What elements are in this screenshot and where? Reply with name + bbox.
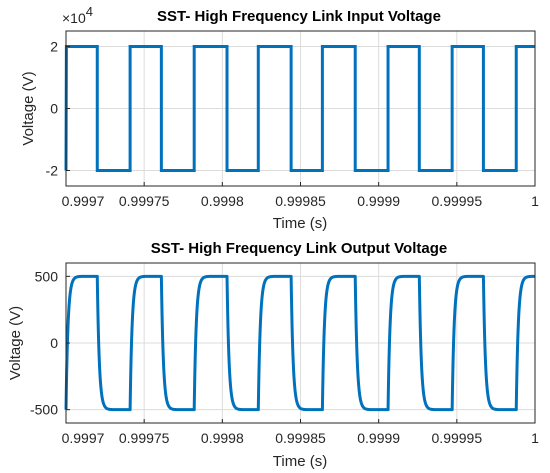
input-y-tick-label: 2: [50, 39, 58, 55]
input-x-tick-label: 0.9997: [62, 193, 105, 209]
input-x-tick-label: 0.99975: [119, 193, 170, 209]
input-x-tick-labels: 0.9997 0.99975 0.9998 0.99985 0.9999 0.99995 1: [62, 182, 539, 209]
output-x-tick-label: 0.99985: [275, 430, 326, 446]
output-y-tick-label: 500: [35, 268, 59, 284]
output-x-tick-label: 1: [531, 430, 539, 446]
input-y-exponent-label: ×104: [62, 4, 93, 26]
input-x-tick-label: 0.99985: [275, 193, 326, 209]
input-x-tick-label: 1: [531, 193, 539, 209]
input-x-axis-label: Time (s): [273, 215, 327, 232]
output-chart-title: SST- High Frequency Link Output Voltage: [151, 240, 447, 257]
input-y-tick-label: -2: [46, 163, 59, 179]
input-x-tick-label: 0.99995: [432, 193, 483, 209]
output-y-tick-label: -500: [30, 402, 58, 418]
input-x-tick-label: 0.9999: [357, 193, 400, 209]
input-voltage-series-line: [64, 45, 535, 172]
output-voltage-chart: SST- High Frequency Link Output Voltage …: [7, 240, 539, 470]
input-voltage-chart: SST- High Frequency Link Input Voltage 0…: [20, 4, 539, 232]
input-y-tick-label: 0: [50, 101, 58, 117]
input-y-tick-labels: -2 0 2: [46, 39, 70, 179]
output-y-axis-label: Voltage (V): [7, 306, 24, 380]
input-x-tick-label: 0.9998: [201, 193, 244, 209]
input-chart-title: SST- High Frequency Link Input Voltage: [157, 8, 441, 25]
output-x-tick-label: 0.99995: [432, 430, 483, 446]
output-voltage-series-line: [64, 274, 537, 412]
output-x-tick-label: 0.9999: [357, 430, 400, 446]
output-x-tick-label: 0.9997: [62, 430, 105, 446]
output-x-tick-label: 0.99975: [119, 430, 170, 446]
output-y-tick-labels: -500 0 500: [30, 268, 70, 418]
output-y-tick-label: 0: [50, 335, 58, 351]
output-x-axis-label: Time (s): [273, 453, 327, 470]
input-y-axis-label: Voltage (V): [20, 71, 37, 145]
input-y-exponent-base: ×10: [62, 10, 86, 26]
output-x-tick-labels: 0.9997 0.99975 0.9998 0.99985 0.9999 0.99995 1: [62, 419, 539, 446]
output-x-tick-label: 0.9998: [201, 430, 244, 446]
input-y-exponent-power: 4: [86, 4, 93, 19]
